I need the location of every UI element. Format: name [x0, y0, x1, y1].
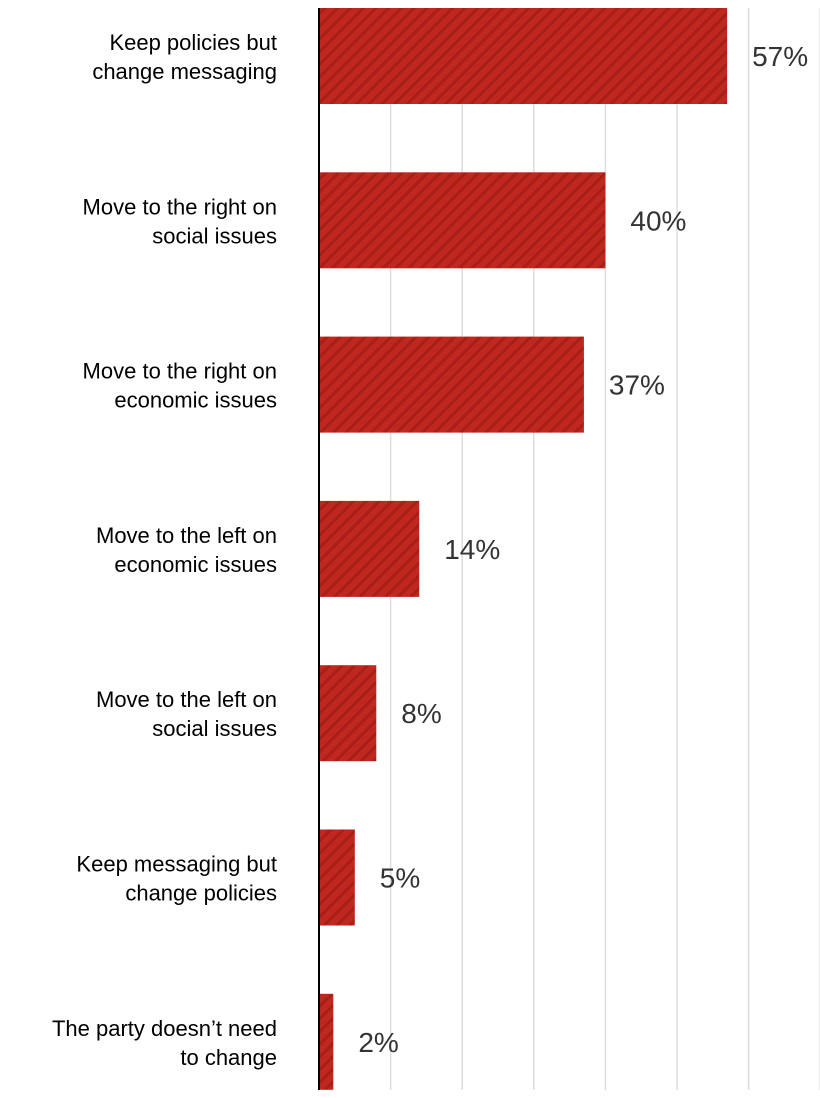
value-label: 37%	[609, 370, 665, 401]
bar	[319, 336, 584, 433]
category-label-line: Move to the left on	[96, 687, 277, 712]
value-label: 57%	[752, 41, 808, 72]
category-label-line: Keep messaging but	[76, 852, 277, 877]
bar	[319, 172, 606, 269]
category-label-line: Move to the right on	[83, 194, 277, 219]
category-label: Move to the left on economic issues	[96, 523, 277, 577]
bar	[319, 993, 334, 1090]
category-label-line: Move to the right on	[83, 359, 277, 384]
category-label-line: The party doesn’t need	[52, 1016, 277, 1041]
category-label: Move to the right on economic issues	[83, 359, 277, 413]
category-label: Move to the left on social issues	[96, 687, 277, 741]
category-label-line: social issues	[152, 716, 277, 741]
category-label-line: economic issues	[114, 388, 277, 413]
category-label: Keep policies but change messaging	[92, 30, 277, 84]
category-label: Move to the right on social issues	[83, 194, 277, 248]
value-label: 2%	[358, 1027, 398, 1058]
bar	[319, 8, 728, 104]
value-label: 8%	[401, 698, 441, 729]
value-labels: 57% 40% 37% 14% 8% 5% 2%	[358, 41, 808, 1058]
bar	[319, 665, 377, 762]
value-label: 14%	[444, 534, 500, 565]
category-label-line: Move to the left on	[96, 523, 277, 548]
category-label: The party doesn’t need to change	[52, 1016, 277, 1070]
value-label: 40%	[630, 205, 686, 236]
category-label-line: Keep policies but	[109, 30, 277, 55]
value-label: 5%	[380, 863, 420, 894]
category-label-line: social issues	[152, 223, 277, 248]
category-label-line: change messaging	[92, 59, 277, 84]
category-label-line: to change	[180, 1045, 277, 1070]
bar	[319, 500, 420, 597]
category-label-line: economic issues	[114, 552, 277, 577]
category-label-line: change policies	[125, 881, 277, 906]
bar	[319, 829, 355, 926]
bars	[319, 8, 728, 1090]
category-label: Keep messaging but change policies	[76, 852, 277, 906]
category-labels: Keep policies but change messaging Move to…	[52, 30, 277, 1070]
